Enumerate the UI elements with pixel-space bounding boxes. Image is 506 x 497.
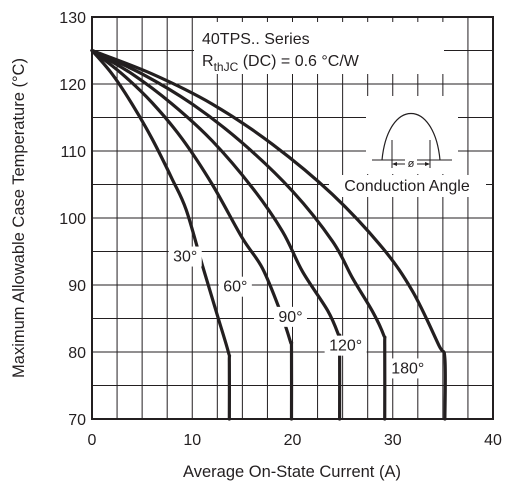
- inset-phi-symbol: ø: [408, 158, 415, 170]
- inset-phi-bg: [405, 156, 417, 168]
- series-line: [90, 48, 447, 421]
- inset-arrowhead-right: [425, 162, 430, 166]
- series-title: 40TPS.. Series: [202, 31, 310, 48]
- y-tick-label: 130: [59, 10, 86, 27]
- x-tick-label: 20: [284, 432, 302, 449]
- y-tick-label: 110: [60, 144, 86, 161]
- tick-labels: 0 10 20 30 40 70 80 90 100 110 120 130: [59, 10, 502, 449]
- y-tick-label: 90: [68, 278, 86, 295]
- y-axis-label: Maximum Allowable Case Temperature (°C): [10, 58, 28, 378]
- series-line: [90, 48, 294, 421]
- x-tick-label: 10: [183, 432, 201, 449]
- series-label: 90°: [278, 309, 302, 326]
- y-tick-label: 80: [68, 345, 86, 362]
- series-label-bg: [218, 276, 252, 297]
- series-label-bg: [386, 358, 429, 379]
- series-label-bg: [273, 306, 307, 327]
- x-tick-label: 40: [484, 432, 502, 449]
- series-labels: 30° 60° 90° 120° 180°: [168, 246, 429, 379]
- y-tick-label: 120: [59, 77, 86, 94]
- series-label: 180°: [391, 360, 424, 377]
- series-label-bg: [324, 335, 367, 356]
- inset-waveform: [381, 112, 441, 161]
- series-line: [90, 48, 232, 421]
- series-label: 120°: [329, 338, 362, 355]
- series-label: 60°: [223, 279, 247, 296]
- thermal-resistance-note: RthJC (DC) = 0.6 °C/W: [202, 53, 360, 74]
- rth-rest: (DC) = 0.6 °C/W: [238, 53, 360, 70]
- y-tick-label: 70: [68, 412, 86, 429]
- x-tick-label: 0: [88, 432, 97, 449]
- annotation-background: [194, 22, 444, 74]
- series-label: 30°: [173, 249, 197, 266]
- series-label-bg: [168, 246, 202, 267]
- conduction-label-background: [329, 175, 486, 197]
- y-tick-label: 100: [59, 211, 86, 228]
- x-axis-label: Average On-State Current (A): [183, 463, 401, 481]
- conduction-angle-inset: ø: [366, 96, 458, 174]
- rth-main: R: [202, 53, 214, 70]
- x-tick-label: 30: [384, 432, 402, 449]
- series-line: [90, 48, 387, 421]
- rth-subscript: thJC: [214, 60, 239, 74]
- conduction-angle-label: Conduction Angle: [344, 178, 470, 195]
- inset-arrowhead-left: [392, 162, 397, 166]
